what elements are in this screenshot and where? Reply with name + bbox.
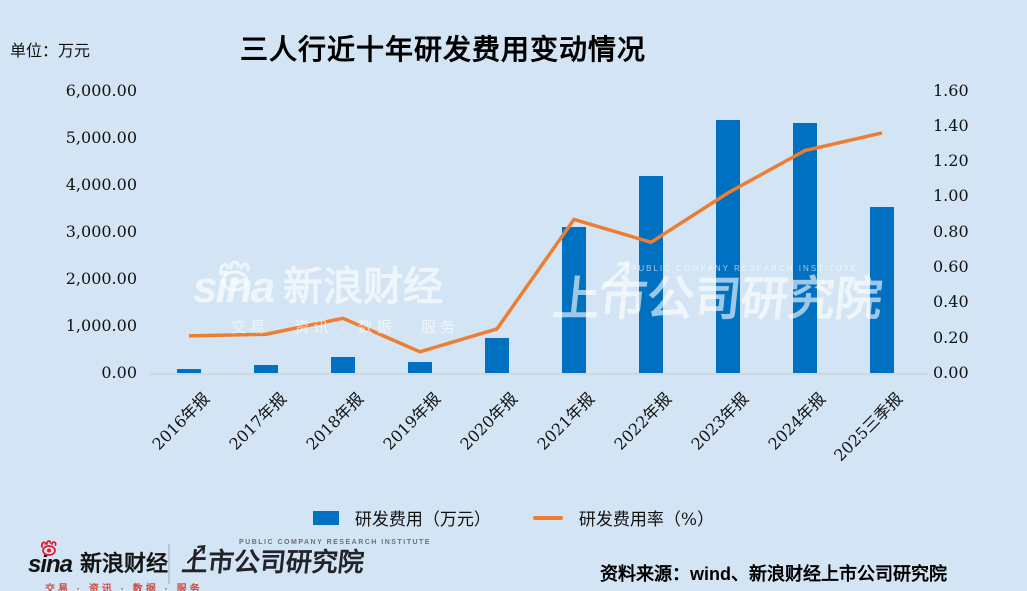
y-axis-right-tick: 0.40 — [933, 292, 969, 312]
x-axis-label: 2019年报 — [379, 388, 445, 454]
x-axis-label: 2016年报 — [148, 388, 214, 454]
y-axis-left-tick: 2,000.00 — [65, 268, 137, 288]
research-institute-logo: PUBLIC COMPANY RESEARCH INSTITUTE 上市公司研究… — [180, 539, 431, 578]
x-axis-label: 2020年报 — [456, 388, 522, 454]
x-axis-label: 2017年报 — [225, 388, 291, 454]
sina-tagline: 交易 · 资讯 · 数据 · 服务 — [45, 584, 203, 591]
y-axis-left-tick: 1,000.00 — [65, 315, 137, 335]
sina-finance-brand: 新浪财经 — [80, 551, 169, 576]
x-axis-label: 2022年报 — [610, 388, 676, 454]
footer: sina 新浪财经 交易 · 资讯 · 数据 · 服务 PUBLIC COMPA… — [0, 538, 1027, 591]
y-axis-left-tick: 4,000.00 — [65, 174, 137, 194]
watermark-sina-block: sina 新浪财经 交易 · 资讯 · 数据 · 服务 — [193, 260, 459, 337]
watermark: sina 新浪财经 交易 · 资讯 · 数据 · 服务 PUBLIC COMPA… — [193, 260, 885, 350]
institute-en-caption: PUBLIC COMPANY RESEARCH INSTITUTE — [239, 539, 431, 546]
y-axis-left-tick: 5,000.00 — [65, 127, 137, 147]
x-axis-label: 2025三季报 — [830, 388, 907, 466]
x-axis-label: 2023年报 — [687, 388, 753, 454]
y-axis-right-tick: 1.00 — [933, 186, 969, 206]
y-axis-left-tick: 6,000.00 — [65, 80, 137, 100]
institute-wordmark: 上市公司研究院 — [180, 547, 366, 577]
watermark-tagline: 交易 · 资讯 · 数据 · 服务 — [231, 319, 459, 336]
y-axis-right-tick: 0.80 — [933, 221, 969, 241]
arrow-up-right-icon — [184, 543, 210, 570]
bar — [408, 362, 432, 373]
watermark-institute-block: PUBLIC COMPANY RESEARCH INSTITUTE 上市公司研究… — [550, 261, 885, 325]
legend-line-swatch — [532, 515, 563, 520]
y-axis-left-tick: 3,000.00 — [65, 221, 137, 241]
sina-eye-icon — [39, 540, 59, 561]
y-axis-right-tick: 0.00 — [933, 363, 969, 382]
legend-bar-swatch — [312, 510, 339, 525]
legend-line-label: 研发费用率（%） — [578, 510, 715, 530]
y-axis-right-tick: 1.40 — [933, 115, 969, 135]
x-axis-label: 2018年报 — [302, 388, 368, 454]
bar — [177, 369, 201, 373]
watermark-institute: 上市公司研究院 — [550, 272, 885, 325]
bar — [331, 356, 355, 373]
chart-title: 三人行近十年研发费用变动情况 — [240, 34, 647, 65]
source-text: 资料来源：wind、新浪财经上市公司研究院 — [600, 564, 947, 584]
y-axis-right-tick: 1.60 — [933, 80, 969, 100]
unit-label: 单位：万元 — [10, 41, 91, 60]
y-axis-right-tick: 0.60 — [933, 257, 969, 277]
x-axis-label: 2021年报 — [533, 388, 599, 454]
bar — [254, 364, 278, 373]
y-axis-right-tick: 0.20 — [933, 327, 969, 347]
x-axis-label: 2024年报 — [764, 388, 830, 454]
watermark-brand: 新浪财经 — [283, 265, 444, 309]
y-axis-right-tick: 1.20 — [933, 151, 969, 171]
sina-wordmark: sina — [28, 551, 73, 578]
y-axis-left-tick: 0.00 — [101, 363, 137, 382]
footer-divider — [168, 544, 170, 584]
sina-finance-logo: sina 新浪财经 交易 · 资讯 · 数据 · 服务 — [28, 540, 203, 591]
sina-eye-icon — [215, 260, 255, 297]
legend: 研发费用（万元） 研发费用率（%） — [0, 505, 1027, 530]
legend-bar-label: 研发费用（万元） — [354, 510, 491, 530]
x-axis-line — [150, 373, 928, 375]
